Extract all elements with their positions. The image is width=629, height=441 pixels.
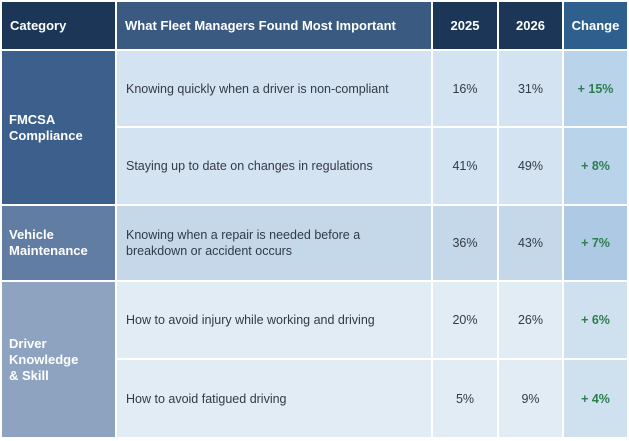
header-item: What Fleet Managers Found Most Important bbox=[117, 2, 431, 49]
header-change: Change bbox=[564, 2, 627, 49]
header-2025: 2025 bbox=[433, 2, 497, 49]
table-row-2025: 41% bbox=[433, 128, 497, 204]
table-row-2026: 43% bbox=[499, 206, 562, 280]
table-row-2025: 16% bbox=[433, 51, 497, 126]
table-row-2026: 49% bbox=[499, 128, 562, 204]
table-row-change: + 15% bbox=[564, 51, 627, 126]
table-row-item: Staying up to date on changes in regulat… bbox=[117, 128, 431, 204]
table-row-2025: 36% bbox=[433, 206, 497, 280]
table-row-item: Knowing when a repair is needed before a… bbox=[117, 206, 431, 280]
header-2026: 2026 bbox=[499, 2, 562, 49]
table-row-2026: 26% bbox=[499, 282, 562, 358]
category-fmcsa-compliance: FMCSA Compliance bbox=[2, 51, 115, 204]
table-row-item: Knowing quickly when a driver is non-com… bbox=[117, 51, 431, 126]
table-row-2025: 20% bbox=[433, 282, 497, 358]
table-row-item: How to avoid fatigued driving bbox=[117, 360, 431, 437]
table-row-2026: 31% bbox=[499, 51, 562, 126]
table-row-change: + 8% bbox=[564, 128, 627, 204]
category-vehicle-maintenance: Vehicle Maintenance bbox=[2, 206, 115, 280]
table-row-change: + 4% bbox=[564, 360, 627, 437]
category-driver-knowledge-skill: Driver Knowledge & Skill bbox=[2, 282, 115, 437]
table-row-2025: 5% bbox=[433, 360, 497, 437]
header-category: Category bbox=[2, 2, 115, 49]
table-row-item: How to avoid injury while working and dr… bbox=[117, 282, 431, 358]
table-row-change: + 7% bbox=[564, 206, 627, 280]
table-row-2026: 9% bbox=[499, 360, 562, 437]
table-row-change: + 6% bbox=[564, 282, 627, 358]
